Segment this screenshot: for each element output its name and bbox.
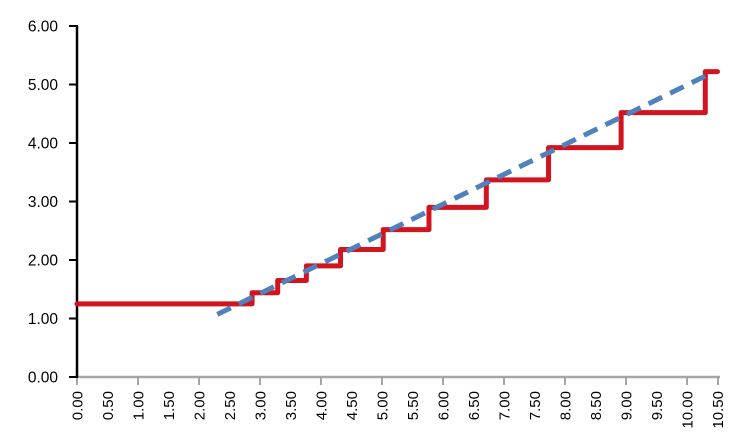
x-tick-label: 5.00 (375, 391, 392, 420)
y-tick-label: 6.00 (28, 19, 59, 36)
x-axis (75, 375, 720, 385)
x-tick-label: 3.00 (253, 391, 270, 420)
x-tick-label: 4.00 (314, 391, 331, 420)
x-tick-label: 1.50 (161, 391, 178, 420)
x-tick-label: 5.50 (405, 391, 422, 420)
x-tick-label: 4.50 (344, 391, 361, 420)
y-tick-label: 2.00 (28, 253, 59, 270)
x-tick-label: 6.00 (436, 391, 453, 420)
y-tick-label: 3.00 (28, 194, 59, 211)
x-tick-label: 10.50 (710, 391, 727, 429)
x-tick-label: 3.50 (283, 391, 300, 420)
x-tick-label: 7.00 (497, 391, 514, 420)
x-tick-label: 0.00 (70, 391, 87, 420)
y-tick-label: 0.00 (28, 370, 59, 387)
x-tick-label: 7.50 (527, 391, 544, 420)
x-tick-label: 1.00 (131, 391, 148, 420)
y-tick-label: 5.00 (28, 77, 59, 94)
x-tick-label: 6.50 (466, 391, 483, 420)
y-axis: 0.00 1.00 2.00 3.00 4.00 5.00 6.00 (28, 19, 79, 387)
x-tick-label: 2.50 (222, 391, 239, 420)
red-step-series (74, 69, 720, 307)
x-tick-label: 0.50 (100, 391, 117, 420)
x-tick-label: 8.00 (558, 391, 575, 420)
x-tick-label: 10.00 (680, 391, 697, 429)
x-tick-label: 2.00 (192, 391, 209, 420)
x-tick-labels: 0.00 0.50 1.00 1.50 2.00 2.50 3.00 3.50 4.00 4.50… (70, 391, 728, 429)
x-tick-label: 9.50 (649, 391, 666, 420)
y-tick-label: 4.00 (28, 136, 59, 153)
y-tick-label: 1.00 (28, 311, 59, 328)
x-tick-label: 9.00 (619, 391, 636, 420)
x-tick-label: 8.50 (588, 391, 605, 420)
blue-dashed-trendline (216, 72, 709, 317)
